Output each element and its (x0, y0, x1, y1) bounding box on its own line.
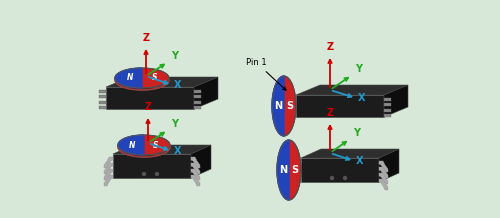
Polygon shape (272, 76, 284, 136)
Polygon shape (379, 179, 388, 190)
Polygon shape (104, 163, 113, 174)
Polygon shape (118, 135, 144, 155)
Text: X: X (174, 146, 182, 156)
Polygon shape (99, 90, 106, 93)
Polygon shape (104, 175, 113, 186)
Text: N: N (126, 73, 133, 82)
Circle shape (156, 172, 158, 175)
Circle shape (330, 177, 334, 179)
Polygon shape (301, 158, 379, 182)
Polygon shape (289, 104, 296, 107)
Text: S: S (152, 73, 157, 82)
Text: Z: Z (142, 33, 150, 43)
Polygon shape (115, 68, 142, 88)
Ellipse shape (115, 70, 169, 90)
Polygon shape (277, 140, 289, 200)
Polygon shape (384, 85, 408, 117)
Polygon shape (99, 95, 106, 99)
Polygon shape (296, 85, 408, 95)
Polygon shape (292, 167, 301, 178)
Text: N: N (129, 140, 136, 150)
Polygon shape (191, 145, 211, 178)
Text: Y: Y (171, 119, 178, 129)
Polygon shape (99, 107, 106, 109)
Text: N: N (274, 101, 282, 111)
Polygon shape (191, 163, 200, 174)
Polygon shape (99, 101, 106, 104)
Polygon shape (194, 90, 201, 93)
Ellipse shape (272, 76, 296, 136)
Polygon shape (292, 161, 301, 172)
Text: Y: Y (171, 51, 178, 61)
Polygon shape (384, 114, 391, 118)
Circle shape (142, 172, 146, 175)
Text: Z: Z (144, 102, 152, 112)
Text: Y: Y (353, 128, 360, 138)
Text: X: X (358, 93, 366, 103)
Text: Pin 1: Pin 1 (246, 58, 286, 90)
Text: X: X (356, 156, 364, 166)
Polygon shape (292, 173, 301, 184)
Text: N: N (280, 165, 287, 175)
Polygon shape (191, 157, 200, 168)
Polygon shape (191, 169, 200, 180)
Polygon shape (384, 109, 391, 112)
Polygon shape (194, 101, 201, 104)
Polygon shape (194, 77, 218, 109)
Text: Y: Y (355, 64, 362, 74)
Polygon shape (289, 114, 296, 118)
Ellipse shape (277, 140, 301, 200)
Polygon shape (194, 107, 201, 109)
Polygon shape (113, 145, 211, 154)
Text: X: X (174, 80, 182, 90)
Ellipse shape (118, 137, 170, 157)
Polygon shape (379, 161, 388, 172)
Polygon shape (191, 175, 200, 186)
Polygon shape (296, 95, 384, 117)
Text: Z: Z (326, 108, 334, 118)
Text: S: S (153, 140, 158, 150)
Polygon shape (292, 179, 301, 190)
Text: S: S (291, 165, 298, 175)
Circle shape (344, 177, 346, 179)
Polygon shape (104, 169, 113, 180)
Polygon shape (113, 154, 191, 178)
Polygon shape (379, 167, 388, 178)
Polygon shape (106, 87, 194, 109)
Text: Z: Z (326, 42, 334, 52)
Polygon shape (106, 77, 218, 87)
Polygon shape (289, 109, 296, 112)
Polygon shape (384, 104, 391, 107)
Ellipse shape (115, 68, 169, 88)
Polygon shape (104, 157, 113, 168)
Ellipse shape (118, 135, 170, 155)
Polygon shape (384, 98, 391, 101)
Text: S: S (286, 101, 293, 111)
Polygon shape (301, 149, 399, 158)
Polygon shape (289, 98, 296, 101)
Polygon shape (379, 149, 399, 182)
Polygon shape (379, 173, 388, 184)
Polygon shape (194, 95, 201, 99)
